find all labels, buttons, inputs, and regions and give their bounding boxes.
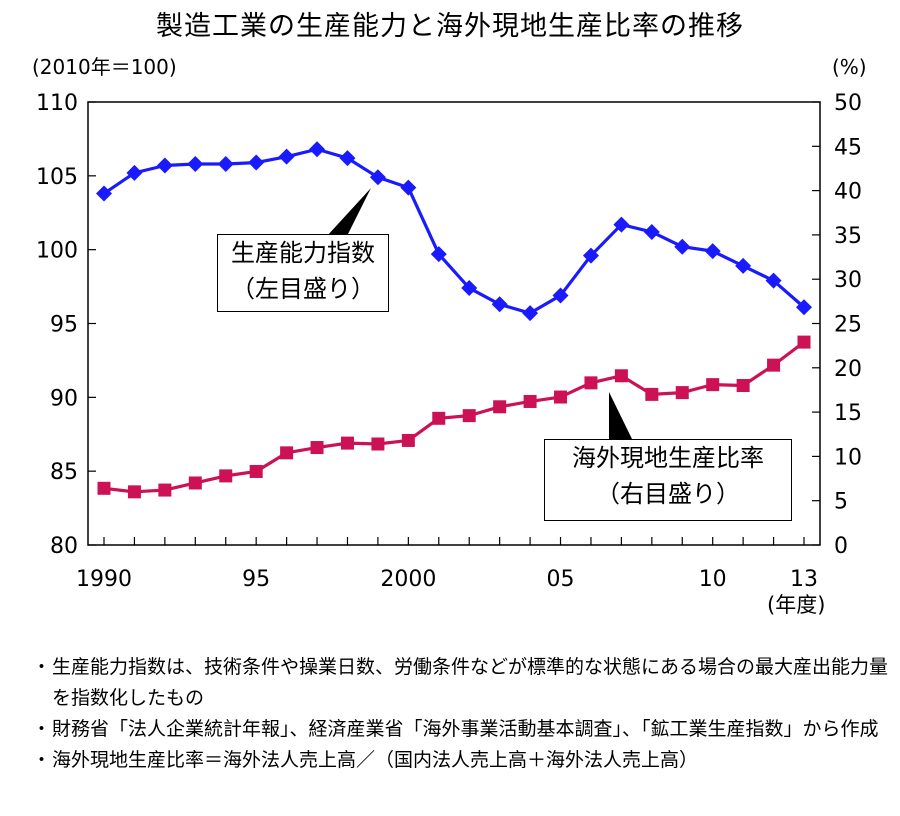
x-tick-label: 05 [547, 567, 575, 592]
axes: 8085909510010511005101520253035404550199… [36, 91, 862, 592]
right-tick-label: 40 [834, 180, 862, 205]
overseas-ratio-point [675, 386, 689, 400]
series-markers [96, 141, 812, 499]
overseas-ratio-point [97, 481, 111, 495]
capacity-index-point [156, 157, 173, 174]
overseas-ratio-point [493, 400, 507, 414]
annotation-capacity-line2: （左目盛り） [231, 275, 375, 303]
note-item: ・ 生産能力指数は、技術条件や操業日数、労働条件などが標準的な状態にある場合の最… [28, 652, 888, 714]
callouts [327, 188, 633, 441]
right-tick-label: 15 [834, 401, 862, 426]
right-tick-label: 5 [834, 490, 848, 515]
note-item: ・ 財務省「法人企業統計年報」、経済産業省「海外事業活動基本調査」、「鉱工業生産… [28, 714, 888, 745]
x-tick-label: 10 [699, 567, 727, 592]
overseas-ratio-point [706, 378, 720, 392]
capacity-index-point [278, 148, 295, 165]
right-tick-label: 20 [834, 357, 862, 382]
overseas-ratio-point [462, 409, 476, 423]
overseas-ratio-point [280, 446, 294, 460]
overseas-ratio-point [736, 379, 750, 393]
note-text: 海外現地生産比率＝海外法人売上高／（国内法人売上高＋海外法人売上高） [52, 749, 699, 771]
overseas-ratio-point [249, 464, 263, 478]
right-tick-label: 0 [834, 534, 848, 559]
overseas-ratio-point [158, 483, 172, 497]
annotation-capacity-line1: 生産能力指数 [231, 239, 375, 267]
overseas-ratio-point [188, 476, 202, 490]
note-bullet: ・ [32, 656, 52, 678]
annotation-overseas-ratio: 海外現地生産比率 （右目盛り） [544, 439, 792, 521]
callout-pointer-overseas [609, 392, 633, 441]
note-bullet: ・ [32, 749, 52, 771]
right-tick-label: 25 [834, 313, 862, 338]
capacity-index-point [309, 141, 326, 158]
annotation-overseas-line1: 海外現地生産比率 [572, 444, 764, 472]
series-line-capacity-index [103, 147, 806, 315]
capacity-index-point [491, 296, 508, 313]
chart: 8085909510010511005101520253035404550199… [32, 55, 867, 617]
note-text: 生産能力指数は、技術条件や操業日数、労働条件などが標準的な状態にある場合の最大産… [52, 656, 889, 709]
left-tick-label: 90 [50, 386, 78, 411]
capacity-index-point [461, 280, 478, 297]
overseas-ratio-point [371, 437, 385, 451]
overseas-ratio-point [310, 441, 324, 455]
capacity-index-point [248, 154, 265, 171]
note-text: 財務省「法人企業統計年報」、経済産業省「海外事業活動基本調査」、「鉱工業生産指数… [52, 718, 879, 740]
right-tick-label: 30 [834, 268, 862, 293]
overseas-ratio-point [584, 376, 598, 390]
capacity-index-point [187, 156, 204, 173]
capacity-index-point [643, 223, 660, 240]
overseas-ratio-point [340, 436, 354, 450]
x-tick-label: 13 [790, 567, 818, 592]
capacity-index-point [704, 243, 721, 260]
capacity-index-point [430, 246, 447, 263]
right-tick-label: 45 [834, 135, 862, 160]
capacity-index-point [217, 156, 234, 173]
left-tick-label: 110 [36, 91, 78, 116]
left-tick-label: 95 [50, 313, 78, 338]
right-axis-unit: (%) [832, 55, 867, 79]
capacity-index-point [674, 238, 691, 255]
right-tick-label: 50 [834, 91, 862, 116]
chart-title: 製造工業の生産能力と海外現地生産比率の推移 [156, 11, 744, 42]
right-tick-label: 35 [834, 224, 862, 249]
overseas-ratio-point [219, 469, 233, 483]
left-tick-label: 80 [50, 534, 78, 559]
note-bullet: ・ [32, 718, 52, 740]
capacity-index-point [796, 299, 812, 316]
overseas-ratio-point [797, 335, 811, 349]
overseas-ratio-point [645, 387, 659, 401]
capacity-index-point [735, 257, 752, 274]
x-tick-label: 95 [242, 567, 270, 592]
capacity-index-point [126, 164, 143, 181]
notes: ・ 生産能力指数は、技術条件や操業日数、労働条件などが標準的な状態にある場合の最… [28, 652, 888, 776]
capacity-index-point [765, 272, 782, 289]
callout-pointer-capacity [327, 188, 371, 236]
annotation-overseas-line2: （右目盛り） [596, 480, 740, 508]
overseas-ratio-point [127, 485, 141, 499]
capacity-index-point [552, 287, 569, 304]
capacity-index-point [339, 150, 356, 167]
left-tick-label: 100 [36, 239, 78, 264]
right-tick-label: 10 [834, 445, 862, 470]
left-tick-label: 105 [36, 165, 78, 190]
annotation-capacity-index: 生産能力指数 （左目盛り） [217, 234, 389, 312]
x-tick-label: 1990 [76, 567, 132, 592]
capacity-index-point [613, 216, 630, 233]
overseas-ratio-point [554, 390, 568, 404]
note-item: ・ 海外現地生産比率＝海外法人売上高／（国内法人売上高＋海外法人売上高） [28, 745, 888, 776]
capacity-index-point [522, 305, 539, 322]
capacity-index-point [96, 185, 112, 202]
left-axis-unit: (2010年＝100) [32, 55, 177, 79]
overseas-ratio-point [401, 433, 415, 447]
overseas-ratio-point [523, 394, 537, 408]
capacity-index-point [582, 247, 599, 264]
x-tick-label: 2000 [380, 567, 436, 592]
overseas-ratio-point [614, 369, 628, 383]
overseas-ratio-point [432, 411, 446, 425]
left-tick-label: 85 [50, 460, 78, 485]
capacity-index-point [400, 179, 417, 196]
capacity-index-point [369, 169, 386, 186]
overseas-ratio-point [767, 358, 781, 372]
x-axis-unit: (年度) [767, 593, 825, 617]
